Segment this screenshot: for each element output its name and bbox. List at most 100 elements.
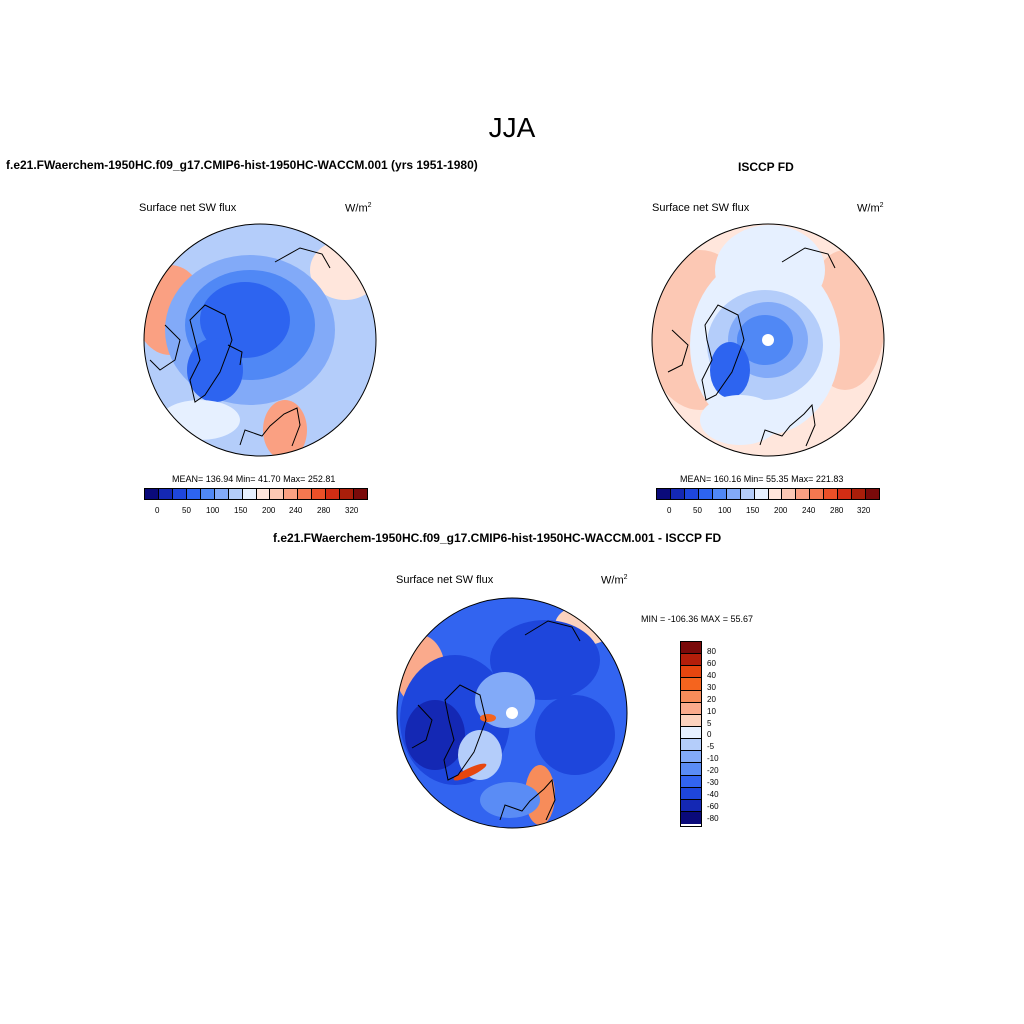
obs-tick-2: 100: [718, 506, 732, 515]
diff-tick-10: -20: [707, 766, 719, 775]
obs-colorbar-swatch-9: [782, 489, 797, 499]
diff-colorbar-swatch-6: [681, 714, 701, 727]
obs-colorbar-swatch-12: [824, 489, 839, 499]
obs-tick-7: 320: [857, 506, 871, 515]
obs-colorbar-swatch-2: [684, 489, 699, 499]
obs-stats: MEAN= 160.16 Min= 55.35 Max= 221.83: [680, 474, 844, 484]
model-colorbar-swatch-11: [298, 489, 313, 499]
diff-colorbar: [680, 641, 702, 827]
obs-colorbar-swatch-11: [810, 489, 825, 499]
obs-tick-1: 50: [693, 506, 702, 515]
model-colorbar-swatch-8: [256, 489, 271, 499]
diff-tick-1: 60: [707, 659, 716, 668]
obs-colorbar-swatch-8: [768, 489, 783, 499]
model-colorbar-swatch-4: [200, 489, 215, 499]
diff-colorbar-swatch-4: [681, 690, 701, 703]
diff-tick-2: 40: [707, 671, 716, 680]
model-tick-6: 280: [317, 506, 331, 515]
obs-panel-title: ISCCP FD: [738, 160, 794, 174]
diff-colorbar-swatch-9: [681, 751, 701, 764]
diff-tick-12: -40: [707, 790, 719, 799]
model-colorbar-swatch-12: [312, 489, 327, 499]
diff-tick-0: 80: [707, 647, 716, 656]
model-colorbar-swatch-9: [270, 489, 285, 499]
diff-coastlines: [411, 620, 581, 821]
model-variable-label: Surface net SW flux: [139, 202, 237, 214]
diff-warm-band: [453, 763, 487, 781]
model-tick-7: 320: [345, 506, 359, 515]
diff-colorbar-swatch-3: [681, 678, 701, 691]
diff-stats: MIN = -106.36 MAX = 55.67: [641, 614, 754, 624]
obs-missing-data-pole: [762, 334, 774, 346]
model-colorbar-swatch-6: [228, 489, 243, 499]
model-tick-0: 0: [155, 506, 160, 515]
model-colorbar-swatch-14: [340, 489, 355, 499]
model-stats: MEAN= 136.94 Min= 41.70 Max= 252.81: [172, 474, 336, 484]
obs-colorbar: [656, 488, 880, 500]
obs-colorbar-swatch-4: [712, 489, 727, 499]
diff-missing-data-pole: [506, 707, 518, 719]
diff-colorbar-swatch-14: [681, 811, 701, 825]
model-colorbar-swatch-13: [326, 489, 341, 499]
diff-colorbar-swatch-7: [681, 726, 701, 740]
diff-colorbar-swatch-5: [681, 702, 701, 715]
model-colorbar-swatch-0: [145, 489, 159, 499]
obs-tick-6: 280: [830, 506, 844, 515]
obs-colorbar-swatch-15: [866, 489, 879, 499]
diff-tick-6: 5: [707, 719, 712, 728]
diff-colorbar-swatch-1: [681, 654, 701, 667]
model-colorbar-swatch-3: [186, 489, 201, 499]
diff-colorbar-swatch-11: [681, 775, 701, 788]
model-tick-5: 240: [289, 506, 303, 515]
diff-tick-5: 10: [707, 707, 716, 716]
model-colorbar-swatch-1: [158, 489, 173, 499]
obs-field: [652, 224, 884, 456]
obs-colorbar-swatch-6: [740, 489, 755, 499]
obs-colorbar-swatch-1: [670, 489, 685, 499]
diff-colorbar-swatch-12: [681, 787, 701, 800]
diff-colorbar-swatch-2: [681, 666, 701, 679]
diff-tick-9: -10: [707, 754, 719, 763]
model-colorbar-swatch-5: [214, 489, 229, 499]
diff-units-label: W/m2: [601, 574, 628, 587]
obs-tick-5: 240: [802, 506, 816, 515]
obs-tick-4: 200: [774, 506, 788, 515]
obs-colorbar-swatch-0: [657, 489, 671, 499]
model-colorbar-swatch-15: [354, 489, 367, 499]
obs-variable-label: Surface net SW flux: [652, 202, 750, 214]
diff-tick-13: -60: [707, 802, 719, 811]
diff-field: [397, 598, 627, 828]
model-colorbar-swatch-7: [242, 489, 257, 499]
obs-tick-3: 150: [746, 506, 760, 515]
obs-tick-0: 0: [667, 506, 672, 515]
obs-colorbar-swatch-5: [726, 489, 741, 499]
model-tick-1: 50: [182, 506, 191, 515]
obs-colorbar-swatch-7: [754, 489, 769, 499]
model-colorbar-swatch-2: [172, 489, 187, 499]
obs-colorbar-swatch-13: [838, 489, 853, 499]
obs-colorbar-swatch-10: [796, 489, 811, 499]
diff-colorbar-swatch-10: [681, 763, 701, 776]
diff-variable-label: Surface net SW flux: [396, 574, 494, 586]
obs-units-label: W/m2: [857, 202, 884, 215]
diff-colorbar-swatch-13: [681, 799, 701, 812]
model-tick-3: 150: [234, 506, 248, 515]
obs-colorbar-swatch-3: [698, 489, 713, 499]
model-colorbar: [144, 488, 368, 500]
diff-colorbar-swatch-0: [681, 642, 701, 655]
model-tick-2: 100: [206, 506, 220, 515]
diff-tick-8: -5: [707, 742, 715, 751]
diff-colorbar-swatch-8: [681, 739, 701, 752]
obs-coastlines: [667, 247, 836, 447]
diff-panel-title: f.e21.FWaerchem-1950HC.f09_g17.CMIP6-his…: [273, 531, 722, 545]
figure-title: JJA: [488, 112, 536, 143]
diff-tick-7: 0: [707, 730, 712, 739]
model-tick-4: 200: [262, 506, 276, 515]
model-units-label: W/m2: [345, 202, 372, 215]
diff-tick-14: -80: [707, 814, 719, 823]
diff-tick-3: 30: [707, 683, 716, 692]
diff-tick-11: -30: [707, 778, 719, 787]
